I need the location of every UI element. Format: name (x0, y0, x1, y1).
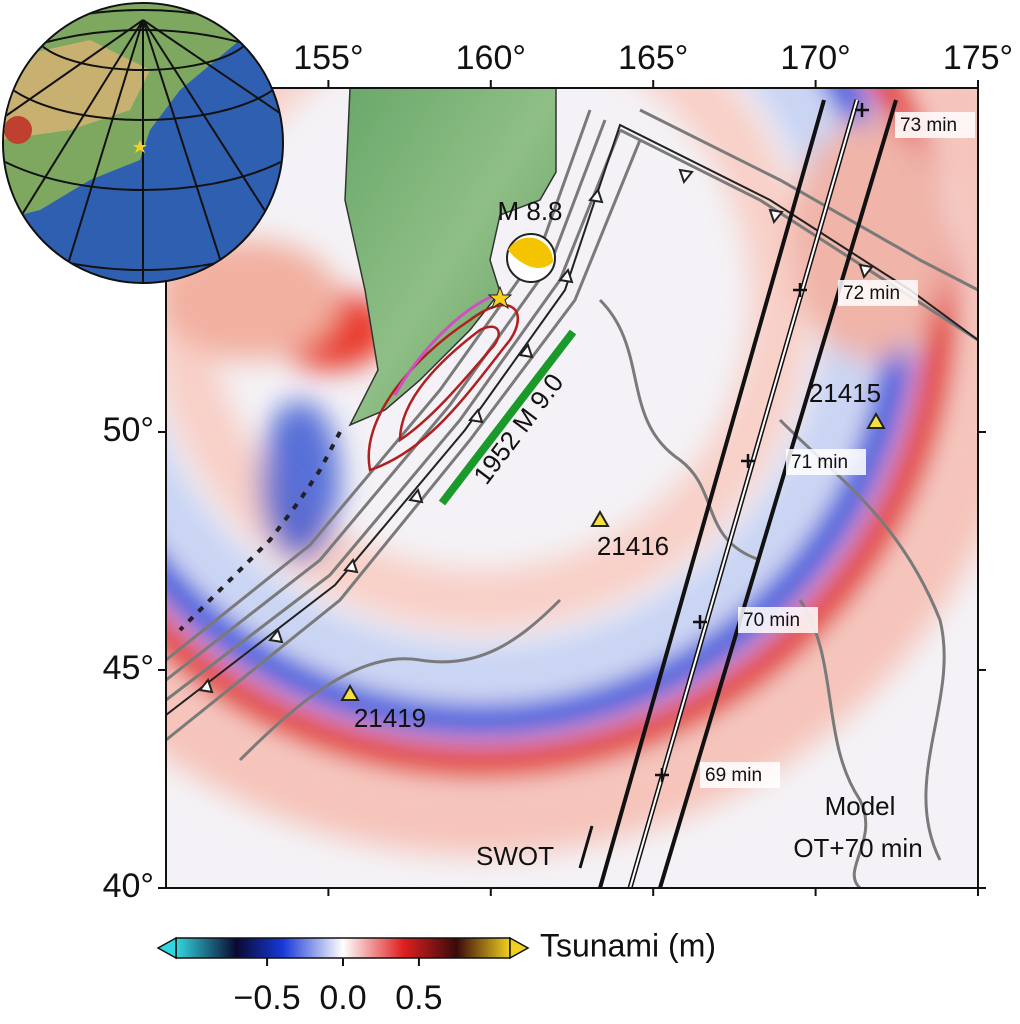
colorbar-extension (509, 936, 530, 960)
station-label: 21419 (354, 703, 426, 733)
trench (166, 123, 978, 716)
epicenter-star (487, 285, 513, 310)
colorbar-tick-label: 0.0 (319, 979, 366, 1017)
time-label: 70 min (743, 610, 800, 631)
colorbar: Tsunami (m) −0.5 0.0 0.5 (156, 927, 716, 1017)
time-label: 72 min (843, 283, 900, 304)
time-label: 69 min (705, 765, 762, 786)
colorbar-ramp (175, 937, 511, 959)
focal-mechanism (506, 233, 556, 283)
globe-inset (2, 2, 284, 284)
time-label: 73 min (900, 115, 957, 136)
kamchatka (344, 88, 557, 427)
slip-contours (367, 303, 520, 472)
axes: 155° 160° 165° 170° 175° 50° 45° 40° (103, 39, 1014, 905)
epicenter-label: M 8.8 (497, 196, 562, 226)
colorbar-tick-label: 0.5 (395, 979, 442, 1017)
x-tick-label: 170° (780, 39, 850, 77)
station-label: 21415 (809, 378, 881, 408)
x-tick-label: 160° (456, 39, 526, 77)
swot-time-labels: 73 min 72 min 71 min 70 min 69 min (700, 112, 975, 788)
swot-label: SWOT (476, 841, 554, 871)
colorbar-extension (156, 936, 177, 960)
aftershock-zone (393, 293, 496, 396)
kuril-islands (178, 431, 342, 632)
bathymetry-contours (166, 108, 978, 888)
colorbar-label: Tsunami (m) (540, 927, 716, 963)
model-label: Model (825, 791, 896, 821)
rupture-1952 (438, 329, 577, 506)
colorbar-tick-label: −0.5 (234, 979, 301, 1017)
station-label: 21416 (597, 531, 669, 561)
map-frame (165, 87, 979, 889)
x-tick-label: 165° (618, 39, 688, 77)
x-tick-label: 175° (943, 39, 1013, 77)
y-tick-label: 50° (103, 411, 154, 449)
model-label: OT+70 min (793, 833, 922, 863)
x-tick-label: 155° (293, 39, 363, 77)
time-label: 71 min (791, 452, 848, 473)
y-tick-label: 45° (103, 649, 154, 687)
stations (340, 411, 886, 701)
y-tick-label: 40° (103, 867, 154, 905)
swot-swath (598, 99, 898, 888)
map-body: M 8.8 1952 M 9.0 21415 21416 21419 73 mi… (166, 88, 978, 888)
